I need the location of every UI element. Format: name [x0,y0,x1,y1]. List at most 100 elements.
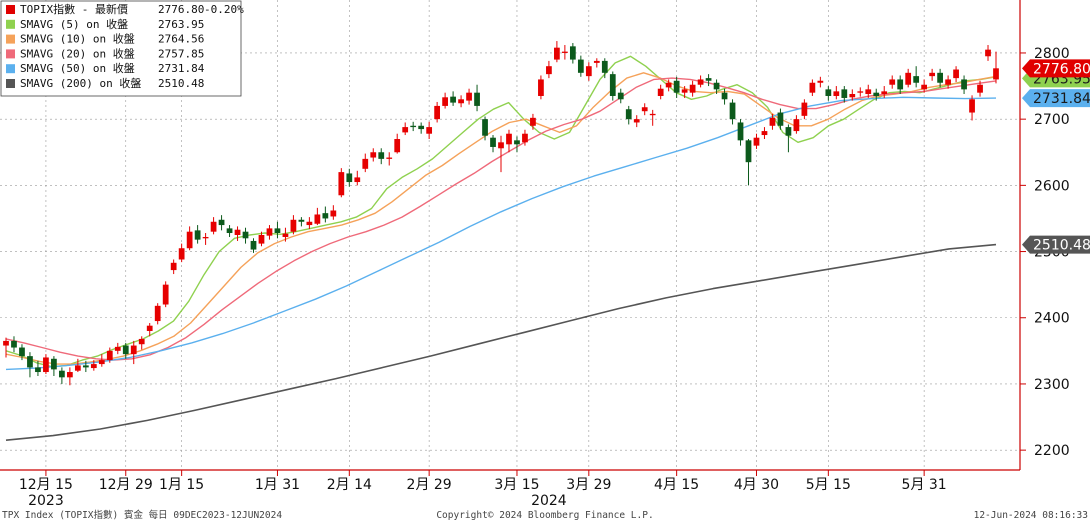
candle-body [242,231,249,239]
candle-body [3,340,9,346]
candle [777,108,784,130]
candle [98,354,105,367]
candle-body [849,94,856,98]
legend-item: SMAVG (5) on 收盤 2763.95 [6,17,204,31]
candle [458,95,464,108]
candle-body [258,235,265,244]
candle-body [378,152,385,159]
legend-value: 2757.85 [158,47,204,60]
candle-body [290,219,297,232]
candle [953,66,959,83]
candle [721,88,728,105]
candle-body [897,79,904,90]
candle [793,115,800,134]
candle-body [114,346,121,351]
candle-body [825,89,832,96]
candle [450,91,456,106]
candle [697,75,704,88]
candle [282,227,289,242]
x-tick-label: 2月 29 [407,477,452,493]
candle-body [19,347,25,357]
candle-body [721,92,728,100]
candle-body [106,350,113,361]
candle [114,342,121,355]
candle-body [953,69,959,79]
candle-body [370,152,377,158]
candle-body [713,82,720,90]
candle-body [913,76,920,83]
legend-label: SMAVG (10) on 收盤 [20,32,135,46]
moving-average-lines [5,55,997,441]
candle [122,342,129,359]
candle [801,99,808,120]
legend-label: SMAVG (20) on 收盤 [20,46,135,60]
candle-body [426,127,433,134]
candle-body [51,358,57,370]
legend-value: 2763.95 [158,18,204,31]
candle-body [945,79,951,85]
x-tick-label: 3月 15 [494,477,539,493]
candle [178,243,185,263]
candle [929,68,936,81]
candle-body [769,117,776,126]
candle-body [753,137,760,146]
legend-item: SMAVG (50) on 收盤 2731.84 [6,61,205,75]
candle-body [274,228,281,234]
candle [242,227,249,244]
candle-body [43,357,49,373]
candle [418,122,425,134]
candle-body [386,157,393,159]
candle-body [202,236,209,239]
candle-body [681,89,688,93]
candle [90,360,97,371]
candle-body [338,172,345,196]
candle-body [961,79,967,90]
candle [27,352,33,378]
y-tick-label: 2400 [1034,311,1070,327]
candle-body [250,240,257,250]
candle [474,84,480,112]
legend-item: SMAVG (20) on 收盤 2757.85 [6,46,204,60]
year-label: 2024 [531,493,567,509]
candle [106,347,113,363]
candle-body [689,84,696,93]
candle [410,121,417,132]
candle-body [609,74,616,96]
candle [593,58,600,68]
candle-body [801,102,808,116]
candle [809,79,816,96]
candle-body [977,84,983,93]
candle [609,71,616,101]
candle [657,84,664,100]
price-tag-bg [1022,235,1090,254]
price-tag: 2776.80 [1022,59,1090,78]
candle [825,86,832,101]
candle-body [282,233,289,237]
price-tag: 2510.48 [1022,235,1090,254]
candle-body [442,97,448,106]
candle [849,89,856,101]
candle-body [889,79,896,85]
candle-body [11,340,17,348]
candle-body [418,125,425,130]
price-tag-label: 2731.84 [1033,91,1090,107]
candle [226,225,233,237]
candle-body [625,109,632,120]
candle-body [434,105,441,120]
candle [713,79,720,94]
candle-body [577,59,584,73]
candle [266,225,273,240]
candle-body [314,214,321,224]
candle-body [186,231,193,249]
candle-body [817,80,824,83]
candle [681,86,688,98]
candle-body [530,117,536,126]
candle-body [346,173,353,183]
candle [362,153,369,173]
candle [937,68,943,88]
x-tick-label: 4月 30 [734,477,779,493]
candle-body [122,345,129,355]
x-tick-label: 12月 15 [19,477,73,493]
candle-body [985,49,991,57]
candle [649,109,656,126]
